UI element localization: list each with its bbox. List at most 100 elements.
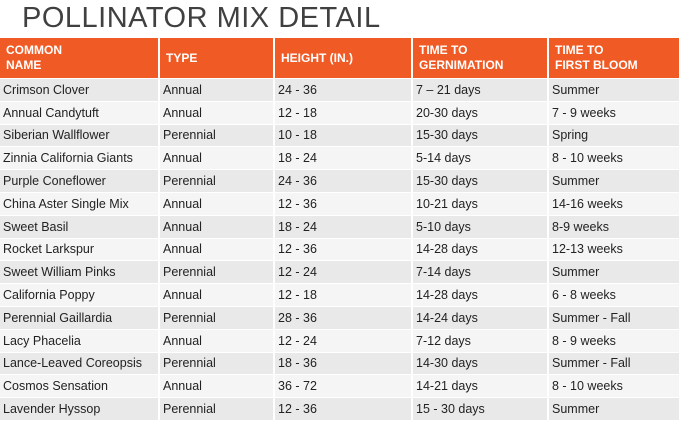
table-cell: 14-21 days — [413, 374, 547, 398]
table-body: Crimson Clover Annual 24 - 36 7 – 21 days Su… — [0, 78, 679, 420]
table-cell: Annual — [160, 374, 273, 398]
header-line: TIME TO — [419, 43, 468, 57]
table-cell: 15-30 days — [413, 169, 547, 192]
header-line: TIME TO — [555, 43, 604, 57]
table-row: Siberian Wallflower Perennial 10 - 18 15-30… — [0, 123, 679, 147]
table-cell: Rocket Larkspur — [0, 237, 158, 261]
table-row: Rocket Larkspur Annual 12 - 36 14-28 days 12… — [0, 237, 679, 261]
table-cell: 12 - 18 — [275, 100, 411, 124]
table-cell: 6 - 8 weeks — [549, 283, 679, 306]
table-cell: California Poppy — [0, 283, 158, 306]
table-row: Crimson Clover Annual 24 - 36 7 – 21 days Su… — [0, 78, 679, 101]
table-cell: 8 - 10 weeks — [549, 374, 679, 398]
table-cell: 12 - 36 — [275, 397, 411, 420]
table-cell: 18 - 24 — [275, 146, 411, 170]
header-line: NAME — [6, 58, 42, 72]
table-cell: Annual — [160, 100, 273, 124]
table-cell: 12 - 24 — [275, 328, 411, 352]
table-cell: 20-30 days — [413, 100, 547, 124]
header-line: FIRST BLOOM — [555, 58, 638, 72]
table-cell: Annual — [160, 237, 273, 261]
table-cell: 18 - 36 — [275, 351, 411, 375]
table-cell: 5-14 days — [413, 146, 547, 170]
table-cell: 8-9 weeks — [549, 214, 679, 238]
table-cell: Zinnia California Giants — [0, 146, 158, 170]
table-cell: Summer — [549, 169, 679, 192]
table-row: California Poppy Annual 12 - 18 14-28 days 6… — [0, 283, 679, 306]
table-cell: Perennial — [160, 169, 273, 192]
table-cell: 15-30 days — [413, 123, 547, 147]
table-cell: Annual — [160, 78, 273, 101]
table-cell: 10 - 18 — [275, 123, 411, 147]
table-row: Perennial Gaillardia Perennial 28 - 36 14-2… — [0, 305, 679, 329]
table-cell: 7-12 days — [413, 328, 547, 352]
table-row: China Aster Single Mix Annual 12 - 36 10-21… — [0, 191, 679, 215]
table-cell: 12 - 24 — [275, 260, 411, 284]
table-cell: 14-30 days — [413, 351, 547, 375]
table-cell: Crimson Clover — [0, 78, 158, 101]
table-row: Lance-Leaved Coreopsis Perennial 18 - 36 14… — [0, 351, 679, 375]
table-cell: Lance-Leaved Coreopsis — [0, 351, 158, 375]
table-cell: 7-14 days — [413, 260, 547, 284]
table-cell: 24 - 36 — [275, 78, 411, 101]
table-cell: China Aster Single Mix — [0, 191, 158, 215]
table-cell: Summer - Fall — [549, 305, 679, 329]
table-cell: Annual — [160, 214, 273, 238]
table-cell: Perennial — [160, 260, 273, 284]
table-row: Purple Coneflower Perennial 24 - 36 15-30 d… — [0, 169, 679, 192]
table-cell: Annual — [160, 283, 273, 306]
table-row: Lavender Hyssop Perennial 12 - 36 15 - 30 d… — [0, 397, 679, 420]
table-cell: Perennial Gaillardia — [0, 305, 158, 329]
table-cell: 12 - 36 — [275, 191, 411, 215]
table-cell: 14-28 days — [413, 283, 547, 306]
title: POLLINATOR MIX DETAIL — [22, 2, 381, 34]
header-row: COMMON NAME TYPE HEIGHT (IN.) TIME TO GERNIMA… — [0, 38, 679, 78]
table-cell: Lavender Hyssop — [0, 397, 158, 420]
table-cell: Sweet Basil — [0, 214, 158, 238]
table-row: Lacy Phacelia Annual 12 - 24 7-12 days 8 - 9… — [0, 328, 679, 352]
column-header: TYPE — [160, 38, 273, 78]
header-line: COMMON — [6, 43, 62, 57]
table-cell: 10-21 days — [413, 191, 547, 215]
table-cell: Sweet William Pinks — [0, 260, 158, 284]
table-cell: 12 - 18 — [275, 283, 411, 306]
table-cell: 7 - 9 weeks — [549, 100, 679, 124]
table-cell: Cosmos Sensation — [0, 374, 158, 398]
table-cell: Perennial — [160, 305, 273, 329]
table-cell: Annual — [160, 328, 273, 352]
column-header: TIME TO GERNIMATION — [413, 38, 547, 78]
table-cell: 8 - 9 weeks — [549, 328, 679, 352]
table-cell: Annual Candytuft — [0, 100, 158, 124]
table-cell: 12 - 36 — [275, 237, 411, 261]
table: COMMON NAME TYPE HEIGHT (IN.) TIME TO GERNIMA… — [0, 38, 679, 420]
table-cell: Summer — [549, 397, 679, 420]
table-cell: 36 - 72 — [275, 374, 411, 398]
table-cell: 18 - 24 — [275, 214, 411, 238]
table-cell: Summer — [549, 260, 679, 284]
header-line: HEIGHT (IN.) — [281, 50, 353, 65]
table-cell: Purple Coneflower — [0, 169, 158, 192]
table-row: Annual Candytuft Annual 12 - 18 20-30 days 7… — [0, 100, 679, 124]
table-cell: 8 - 10 weeks — [549, 146, 679, 170]
table-cell: Perennial — [160, 123, 273, 147]
table-cell: Perennial — [160, 397, 273, 420]
table-cell: Lacy Phacelia — [0, 328, 158, 352]
table-cell: 14-24 days — [413, 305, 547, 329]
table-cell: 7 – 21 days — [413, 78, 547, 101]
column-header: HEIGHT (IN.) — [275, 38, 411, 78]
table-cell: 12-13 weeks — [549, 237, 679, 261]
table-row: Cosmos Sensation Annual 36 - 72 14-21 days 8… — [0, 374, 679, 398]
table-row: Sweet Basil Annual 18 - 24 5-10 days 8-9 wee… — [0, 214, 679, 238]
table-cell: Spring — [549, 123, 679, 147]
header-line: TYPE — [166, 50, 198, 65]
table-cell: 14-16 weeks — [549, 191, 679, 215]
table-row: Sweet William Pinks Perennial 12 - 24 7-14 … — [0, 260, 679, 284]
table-cell: 24 - 36 — [275, 169, 411, 192]
table-cell: Summer - Fall — [549, 351, 679, 375]
table-row: Zinnia California Giants Annual 18 - 24 5-1… — [0, 146, 679, 170]
column-header: COMMON NAME — [0, 38, 158, 78]
table-cell: Annual — [160, 146, 273, 170]
table-cell: 28 - 36 — [275, 305, 411, 329]
header-line: GERNIMATION — [419, 58, 504, 72]
table-cell: 14-28 days — [413, 237, 547, 261]
